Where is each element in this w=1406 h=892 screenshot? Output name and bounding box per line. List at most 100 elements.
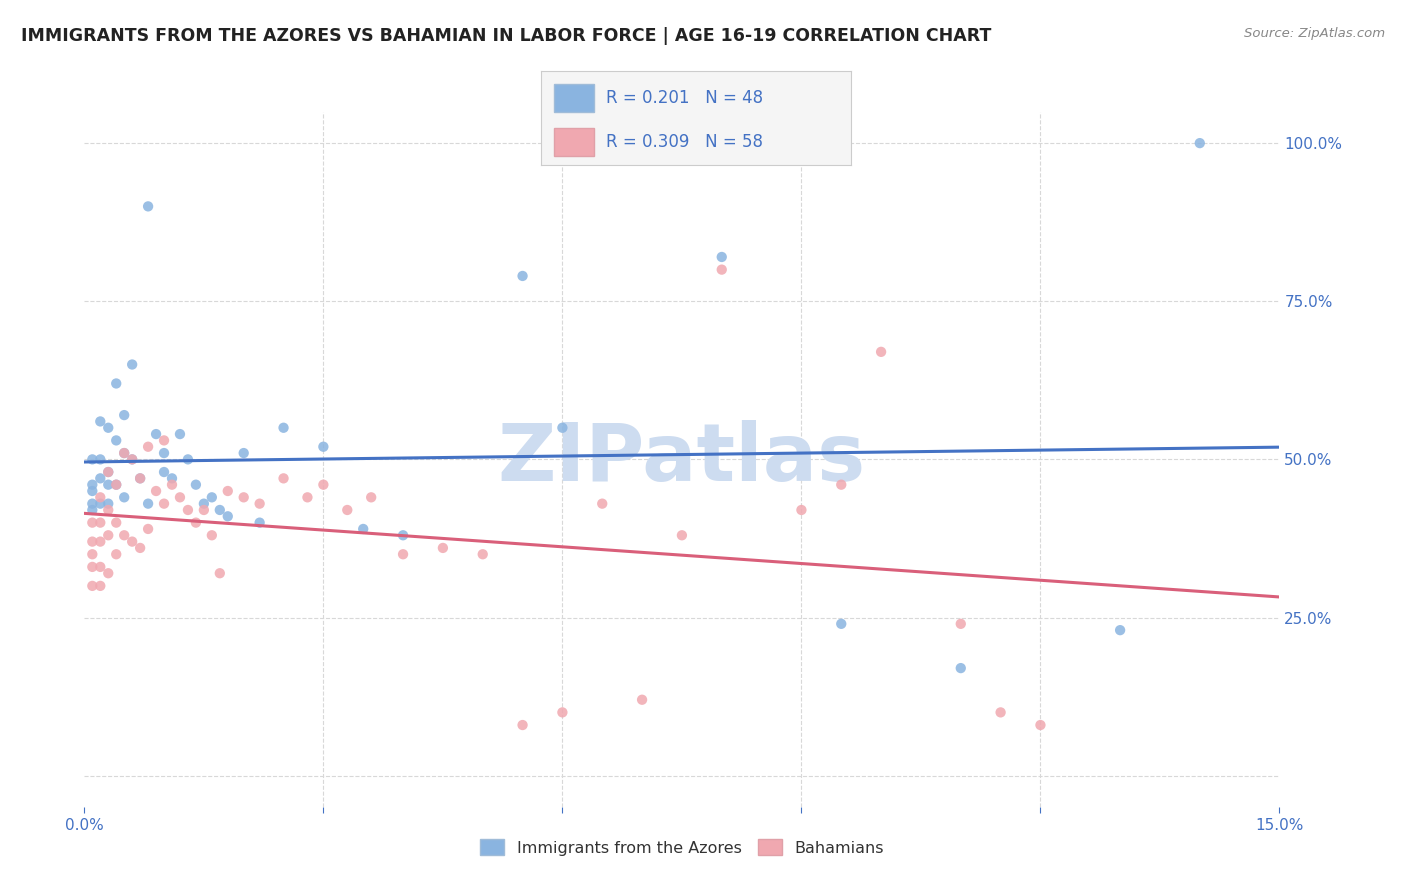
- FancyBboxPatch shape: [554, 128, 593, 156]
- Point: [89, 452, 111, 467]
- Point: [145, 427, 167, 442]
- Point: [153, 497, 176, 511]
- Point: [89, 560, 111, 574]
- Point: [312, 477, 335, 491]
- Point: [105, 376, 128, 391]
- Point: [82, 516, 104, 530]
- Point: [129, 471, 152, 485]
- Point: [392, 547, 415, 561]
- Point: [97, 497, 120, 511]
- Point: [551, 706, 574, 720]
- Point: [551, 421, 574, 435]
- Point: [631, 692, 654, 706]
- Point: [949, 661, 972, 675]
- Point: [1109, 623, 1132, 637]
- Point: [432, 541, 454, 555]
- Point: [249, 516, 271, 530]
- Point: [512, 268, 534, 283]
- Point: [82, 547, 104, 561]
- Point: [82, 503, 104, 517]
- Point: [193, 497, 215, 511]
- Point: [136, 522, 159, 536]
- Point: [232, 491, 254, 505]
- Point: [112, 446, 135, 460]
- Point: [112, 491, 135, 505]
- Point: [273, 471, 295, 485]
- Point: [129, 471, 152, 485]
- Point: [710, 250, 733, 264]
- Point: [97, 503, 120, 517]
- Point: [208, 566, 231, 581]
- Point: [232, 446, 254, 460]
- Point: [169, 491, 191, 505]
- Point: [153, 446, 176, 460]
- Point: [121, 534, 143, 549]
- Point: [89, 516, 111, 530]
- Point: [97, 566, 120, 581]
- Point: [145, 483, 167, 498]
- Text: Source: ZipAtlas.com: Source: ZipAtlas.com: [1244, 27, 1385, 40]
- Point: [89, 414, 111, 428]
- Point: [112, 528, 135, 542]
- Point: [184, 477, 207, 491]
- Point: [82, 497, 104, 511]
- Point: [208, 503, 231, 517]
- Point: [89, 471, 111, 485]
- Point: [82, 483, 104, 498]
- FancyBboxPatch shape: [554, 84, 593, 112]
- Text: R = 0.201   N = 48: R = 0.201 N = 48: [606, 88, 763, 106]
- Point: [105, 477, 128, 491]
- Point: [177, 452, 200, 467]
- Point: [97, 528, 120, 542]
- Point: [1188, 136, 1211, 150]
- Point: [790, 503, 813, 517]
- Point: [97, 477, 120, 491]
- Point: [336, 503, 359, 517]
- Point: [82, 560, 104, 574]
- Point: [870, 344, 893, 359]
- Point: [830, 477, 852, 491]
- Point: [169, 427, 191, 442]
- Point: [160, 477, 183, 491]
- Point: [121, 358, 143, 372]
- Point: [201, 491, 224, 505]
- Text: R = 0.309   N = 58: R = 0.309 N = 58: [606, 133, 763, 151]
- Point: [82, 579, 104, 593]
- Point: [990, 706, 1012, 720]
- Point: [512, 718, 534, 732]
- Point: [830, 616, 852, 631]
- Point: [82, 534, 104, 549]
- Point: [392, 528, 415, 542]
- Point: [89, 534, 111, 549]
- Legend: Immigrants from the Azores, Bahamians: Immigrants from the Azores, Bahamians: [474, 832, 890, 862]
- Point: [217, 483, 239, 498]
- Point: [177, 503, 200, 517]
- Text: IMMIGRANTS FROM THE AZORES VS BAHAMIAN IN LABOR FORCE | AGE 16-19 CORRELATION CH: IMMIGRANTS FROM THE AZORES VS BAHAMIAN I…: [21, 27, 991, 45]
- Point: [105, 547, 128, 561]
- Point: [97, 421, 120, 435]
- Point: [153, 465, 176, 479]
- Point: [160, 471, 183, 485]
- Point: [671, 528, 693, 542]
- Point: [89, 579, 111, 593]
- Point: [97, 465, 120, 479]
- Point: [312, 440, 335, 454]
- Point: [201, 528, 224, 542]
- Point: [105, 434, 128, 448]
- Point: [136, 199, 159, 213]
- Point: [1029, 718, 1052, 732]
- Point: [184, 516, 207, 530]
- Point: [97, 465, 120, 479]
- Point: [112, 408, 135, 422]
- Point: [82, 477, 104, 491]
- Text: ZIPatlas: ZIPatlas: [498, 420, 866, 499]
- Point: [89, 497, 111, 511]
- Point: [82, 452, 104, 467]
- Point: [121, 452, 143, 467]
- Point: [153, 434, 176, 448]
- Point: [273, 421, 295, 435]
- Point: [105, 516, 128, 530]
- Point: [193, 503, 215, 517]
- Point: [217, 509, 239, 524]
- Point: [136, 497, 159, 511]
